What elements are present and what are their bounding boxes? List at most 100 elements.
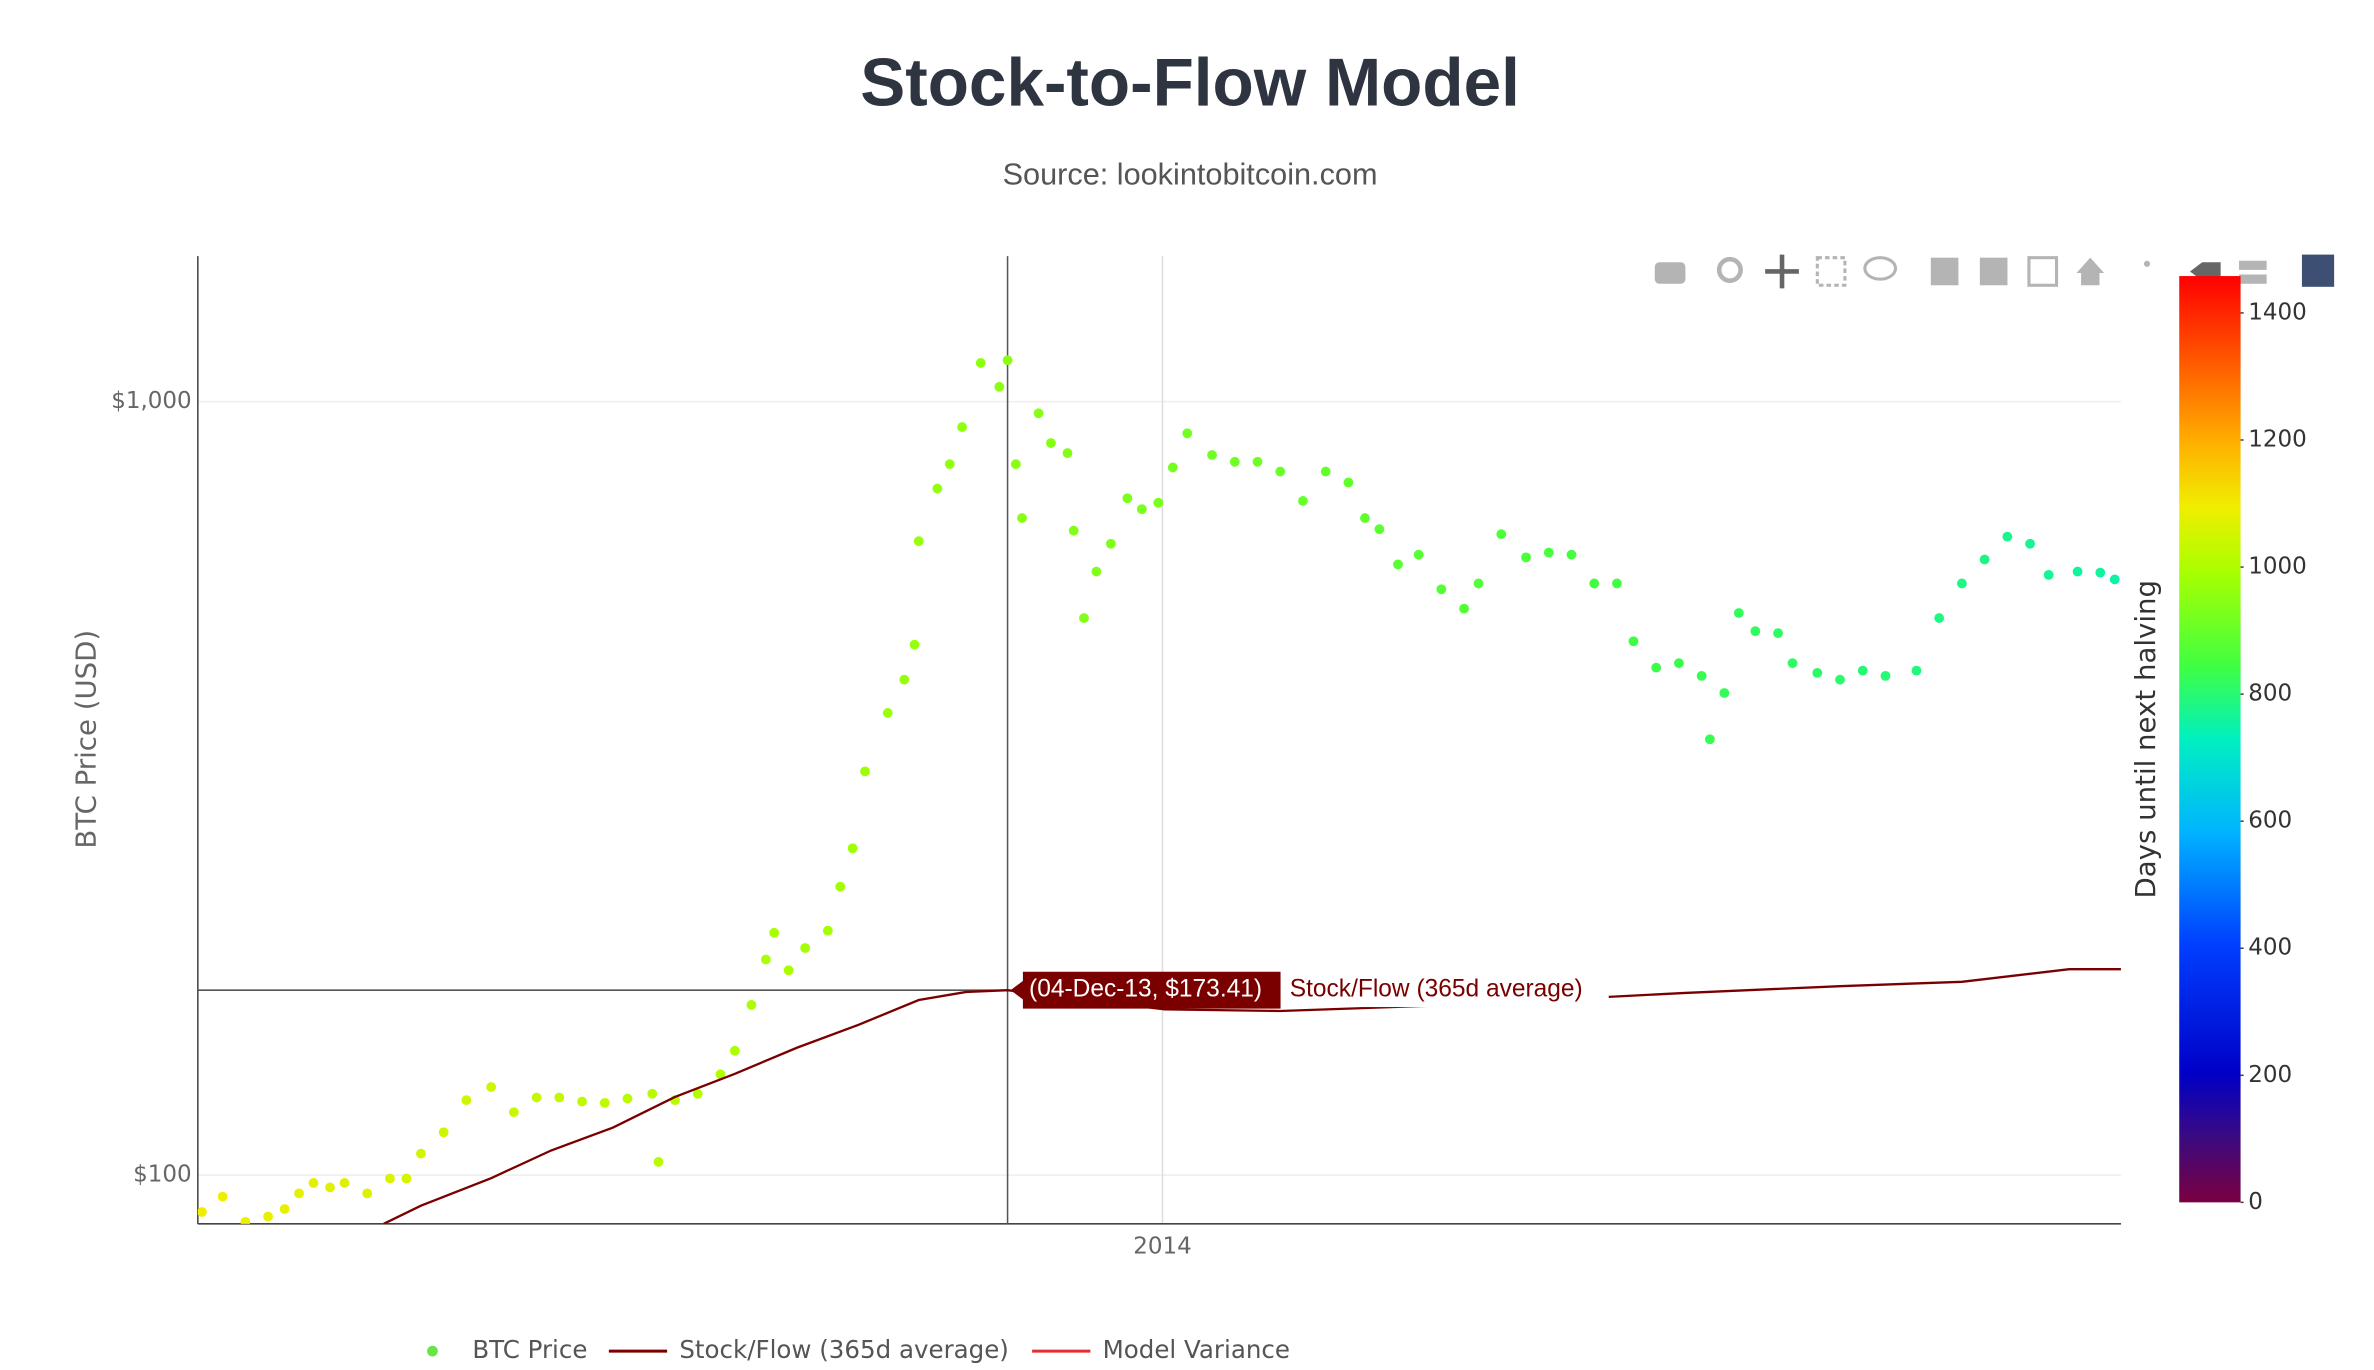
data-point (1459, 603, 1469, 614)
data-point (531, 1092, 542, 1103)
data-point (909, 639, 920, 650)
data-point (1374, 524, 1385, 535)
data-point (217, 1191, 228, 1202)
toolbar-autoscale[interactable] (2027, 256, 2059, 287)
data-point (279, 1204, 290, 1214)
hover-series-name: Stock/Flow (365d average) (1290, 976, 1583, 1003)
data-point (240, 1216, 251, 1224)
colorbar-tick-label: 200 (2248, 1062, 2292, 1088)
data-point (715, 1069, 726, 1080)
toolbar-box-select[interactable] (1815, 256, 1847, 287)
data-point (385, 1173, 395, 1184)
data-point (1750, 626, 1761, 637)
data-point (1787, 658, 1798, 669)
data-point (1857, 665, 1868, 676)
data-point (1167, 462, 1178, 473)
data-point (1062, 448, 1073, 458)
data-point (1674, 658, 1684, 669)
data-point (760, 954, 771, 965)
data-point (1033, 408, 1044, 419)
data-point (835, 881, 846, 892)
data-point (1182, 428, 1193, 439)
data-point (769, 927, 780, 938)
data-point (1136, 504, 1147, 515)
data-point (1207, 450, 1217, 460)
legend-marker (427, 1345, 438, 1357)
legend-label: BTC Price (472, 1335, 587, 1364)
data-point (508, 1107, 519, 1118)
data-point (577, 1096, 587, 1107)
data-point (1956, 578, 1967, 589)
colorbar-title: Days until next halving (2129, 580, 2162, 899)
toolbar-zoom[interactable] (1716, 256, 1743, 283)
data-point (1628, 636, 1639, 647)
data-point (882, 708, 893, 718)
data-point (1079, 613, 1089, 623)
colorbar-tick-label: 1000 (2248, 554, 2307, 580)
toolbar-reset[interactable] (2076, 257, 2105, 286)
toolbar-camera[interactable] (1654, 262, 1686, 284)
toolbar-zoom-in[interactable] (1930, 257, 1959, 286)
data-point (401, 1173, 412, 1184)
data-point (692, 1088, 703, 1099)
hover-name-bg (1283, 973, 1609, 1008)
data-point (1017, 513, 1027, 523)
data-point (1229, 456, 1240, 467)
colorbar-tick-label: 0 (2248, 1189, 2263, 1215)
colorbar-tick-label: 400 (2248, 935, 2292, 961)
toolbar-spikelines[interactable] (2143, 260, 2151, 267)
data-point (913, 536, 924, 547)
data-point (1934, 613, 1945, 623)
data-point (2002, 531, 2013, 542)
data-point (438, 1127, 449, 1138)
toolbar-hover-compare[interactable] (2239, 260, 2267, 284)
data-point (1566, 549, 1577, 560)
data-point (2025, 538, 2035, 549)
data-point (1122, 493, 1133, 504)
hover-label-box (1010, 971, 1281, 1009)
data-point (2043, 569, 2054, 580)
data-point (975, 358, 986, 368)
data-point (416, 1148, 426, 1159)
data-point (1719, 688, 1730, 698)
data-point (325, 1182, 335, 1193)
data-point (1413, 549, 1424, 560)
data-point (1393, 559, 1403, 570)
data-point (653, 1157, 664, 1167)
data-point (1343, 477, 1354, 488)
data-point (461, 1095, 472, 1106)
toolbar-zoom-out[interactable] (1979, 257, 2008, 286)
data-point (1543, 547, 1554, 558)
y-tick-label: $1,000 (111, 388, 191, 414)
toolbar-lasso[interactable] (1863, 256, 1898, 281)
data-point (1496, 529, 1507, 540)
data-point (1068, 525, 1079, 536)
plot-area (197, 355, 2121, 1224)
legend-label: Stock/Flow (365d average) (679, 1335, 1009, 1364)
data-point (1252, 456, 1263, 467)
data-point (1105, 538, 1116, 549)
y-axis-title: BTC Price (USD) (69, 630, 102, 849)
data-point (1360, 513, 1370, 523)
data-point (1979, 554, 1990, 565)
data-point (944, 459, 955, 470)
data-point (1153, 497, 1164, 508)
data-point (1046, 438, 1056, 448)
data-point (932, 483, 943, 494)
data-point (308, 1178, 319, 1188)
data-point (339, 1178, 350, 1188)
data-point (957, 422, 968, 432)
data-point (899, 674, 910, 685)
data-point (486, 1082, 497, 1092)
data-point (197, 1207, 207, 1217)
colorbar (2179, 276, 2241, 1203)
data-point (1320, 466, 1331, 477)
toolbar-pan[interactable] (1765, 254, 1799, 289)
data-point (1773, 628, 1783, 639)
data-point (783, 965, 794, 976)
data-point (1275, 466, 1286, 477)
toolbar-logo[interactable] (2301, 254, 2335, 287)
data-point (1589, 578, 1600, 589)
